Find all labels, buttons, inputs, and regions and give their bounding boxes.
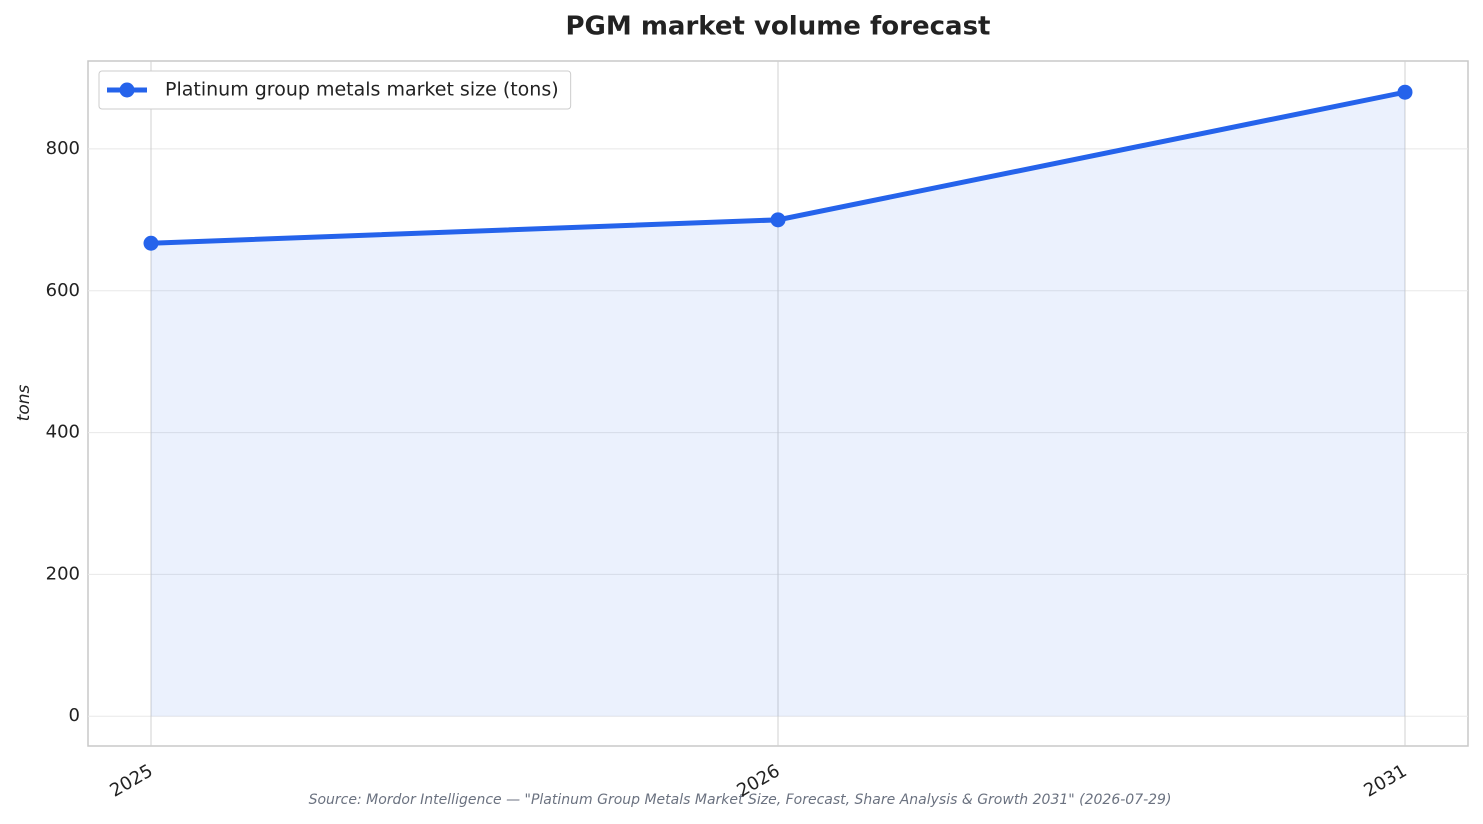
legend-label: Platinum group metals market size (tons) <box>165 79 559 101</box>
legend-box <box>98 70 572 110</box>
source-note: Source: Mordor Intelligence — "Platinum … <box>309 792 1172 808</box>
area <box>151 92 1405 717</box>
y-tick-label: 800 <box>46 138 80 159</box>
y-tick-label: 600 <box>46 280 80 301</box>
y-axis-label: tons <box>14 385 34 422</box>
legend-marker <box>119 82 135 98</box>
point <box>1397 84 1413 100</box>
chart-title: PGM market volume forecast <box>566 12 991 42</box>
legend: Platinum group metals market size (tons) <box>98 70 572 110</box>
x-tick-label: 2031 <box>1360 760 1410 801</box>
y-tick-label: 200 <box>46 563 80 584</box>
point <box>770 212 786 228</box>
y-tick-label: 0 <box>69 705 80 726</box>
y-tick-label: 400 <box>46 422 80 443</box>
point <box>143 235 159 251</box>
x-tick-label: 2025 <box>106 760 156 801</box>
